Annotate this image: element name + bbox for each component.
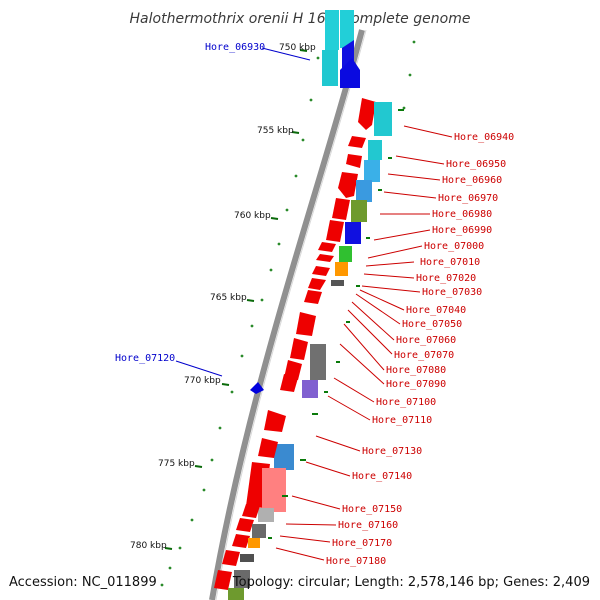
tick-765: 765 kbp — [210, 293, 247, 303]
label-hore-07150[interactable]: Hore_07150 — [342, 504, 402, 515]
tick-780: 780 kbp — [130, 541, 167, 551]
gene-block[interactable] — [322, 50, 338, 86]
label-hore-06980[interactable]: Hore_06980 — [432, 209, 492, 220]
gene-hore-07120[interactable] — [250, 382, 264, 394]
label-hore-07040[interactable]: Hore_07040 — [406, 305, 466, 316]
right-labels[interactable]: Hore_06940 Hore_06950 Hore_06960 Hore_06… — [326, 132, 514, 567]
gene-track-ticks — [268, 109, 404, 539]
label-hore-07090[interactable]: Hore_07090 — [386, 379, 446, 390]
gene-block[interactable] — [340, 10, 354, 48]
label-hore-07000[interactable]: Hore_07000 — [424, 241, 484, 252]
label-hore-07050[interactable]: Hore_07050 — [402, 319, 462, 330]
label-hore-07080[interactable]: Hore_07080 — [386, 365, 446, 376]
tick-750: 750 kbp — [279, 43, 316, 53]
label-leaders — [175, 47, 453, 561]
kbp-tick-labels: 750 kbp 755 kbp 760 kbp 765 kbp 770 kbp … — [130, 43, 316, 551]
gene-features[interactable] — [214, 10, 392, 600]
gene-block[interactable] — [325, 10, 339, 50]
label-hore-07060[interactable]: Hore_07060 — [396, 335, 456, 346]
label-hore-06960[interactable]: Hore_06960 — [442, 175, 502, 186]
tick-755: 755 kbp — [257, 126, 294, 136]
guide-dots — [160, 40, 416, 587]
label-hore-07030[interactable]: Hore_07030 — [422, 287, 482, 298]
label-hore-06990[interactable]: Hore_06990 — [432, 225, 492, 236]
map-title: Halothermothrix orenii H 168, complete g… — [130, 11, 471, 27]
label-hore-06930[interactable]: Hore_06930 — [205, 42, 265, 53]
label-hore-07110[interactable]: Hore_07110 — [372, 415, 432, 426]
tick-760: 760 kbp — [234, 211, 271, 221]
kbp-tick-marks — [164, 49, 308, 550]
accession-text: Accession: NC_011899 — [9, 575, 157, 590]
gene-arrow[interactable] — [340, 58, 360, 88]
label-hore-07130[interactable]: Hore_07130 — [362, 446, 422, 457]
label-hore-06940[interactable]: Hore_06940 — [454, 132, 514, 143]
label-hore-06950[interactable]: Hore_06950 — [446, 159, 506, 170]
label-hore-06970[interactable]: Hore_06970 — [438, 193, 498, 204]
label-hore-07160[interactable]: Hore_07160 — [338, 520, 398, 531]
label-hore-07120[interactable]: Hore_07120 — [115, 353, 175, 364]
topology-text: Topology: circular; Length: 2,578,146 bp… — [232, 575, 590, 590]
label-hore-07140[interactable]: Hore_07140 — [352, 471, 412, 482]
label-hore-07100[interactable]: Hore_07100 — [376, 397, 436, 408]
label-hore-07020[interactable]: Hore_07020 — [416, 273, 476, 284]
tick-770: 770 kbp — [184, 376, 221, 386]
label-hore-07070[interactable]: Hore_07070 — [394, 350, 454, 361]
tick-775: 775 kbp — [158, 459, 195, 469]
left-labels[interactable]: Hore_06930 Hore_07120 — [115, 42, 265, 364]
label-hore-07170[interactable]: Hore_07170 — [332, 538, 392, 549]
label-hore-07180[interactable]: Hore_07180 — [326, 556, 386, 567]
label-hore-07010[interactable]: Hore_07010 — [420, 257, 480, 268]
genome-backbone — [209, 29, 367, 600]
